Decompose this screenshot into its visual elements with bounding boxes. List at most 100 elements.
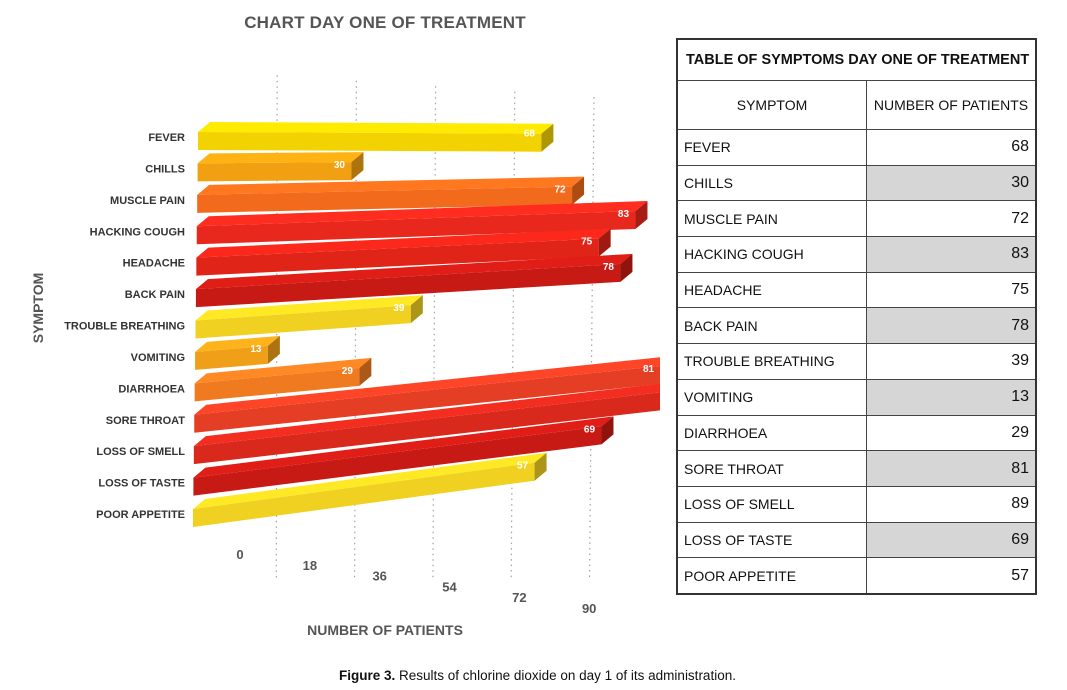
category-label: SORE THROAT [106, 415, 186, 427]
figure-label: Figure 3. [339, 668, 396, 683]
bar [197, 176, 585, 213]
bar-front [193, 462, 535, 527]
bar-top [196, 200, 648, 227]
grid-line [510, 91, 516, 581]
bar [195, 295, 423, 339]
chart-title: CHART DAY ONE OF TREATMENT [244, 13, 526, 32]
symptom-cell: HEADACHE [676, 271, 867, 309]
patient-count-cell: 29 [866, 414, 1037, 452]
symptom-cell: CHILLS [676, 164, 867, 202]
bar-end-cap [635, 200, 648, 229]
category-label: HEADACHE [123, 258, 185, 270]
category-label: BACK PAIN [125, 289, 185, 301]
category-label: POOR APPETITE [96, 509, 185, 521]
patient-count-cell: 83 [866, 236, 1037, 273]
bar-end-cap [534, 452, 547, 481]
patient-count-cell: 75 [866, 271, 1037, 309]
table-row: HEADACHE 75 [676, 271, 1037, 309]
figure-caption: Figure 3. Results of chlorine dioxide on… [0, 668, 1067, 683]
x-tick-labels: 0 18 36 54 72 90 [236, 547, 596, 616]
value-label: 39 [393, 303, 405, 314]
symptom-cell: MUSCLE PAIN [676, 200, 867, 238]
symptom-cell: BACK PAIN [676, 307, 867, 345]
table-row: LOSS OF TASTE 69 [676, 521, 1037, 559]
table-row: MUSCLE PAIN 72 [676, 200, 1037, 238]
patient-count-cell: 89 [866, 485, 1037, 523]
table-title: TABLE OF SYMPTOMS DAY ONE OF TREATMENT [676, 38, 1037, 81]
patient-count-cell: 57 [866, 557, 1037, 595]
patient-count-cell: 68 [866, 129, 1037, 166]
bar-top [196, 228, 611, 258]
symptom-table: TABLE OF SYMPTOMS DAY ONE OF TREATMENT S… [676, 38, 1037, 595]
bar-front [193, 392, 660, 465]
bar [193, 383, 660, 465]
patient-count-cell: 39 [866, 343, 1037, 380]
bar-top [195, 253, 633, 290]
table-row: CHILLS 30 [676, 164, 1037, 202]
category-label: FEVER [148, 132, 185, 144]
bar-front [194, 367, 360, 402]
value-label: 83 [618, 209, 630, 220]
bar-front [195, 263, 621, 308]
bar-top [194, 357, 660, 415]
bars: 68 FEVER 30 CHILLS 72 MUSCLE PAIN 83 HACKING CO… [64, 122, 660, 527]
table-row: SORE THROAT 81 [676, 450, 1037, 487]
x-tick-label: 72 [512, 590, 526, 605]
column-header-number-of-patients: NUMBER OF PATIENTS [866, 80, 1037, 130]
bar-top [198, 122, 554, 134]
bar [198, 122, 554, 152]
bar-front [195, 345, 268, 370]
table-row: POOR APPETITE 57 [676, 557, 1037, 595]
category-label: DIARRHOEA [118, 383, 185, 395]
bar-front [198, 132, 542, 152]
bar [194, 357, 372, 402]
x-axis-title: NUMBER OF PATIENTS [307, 622, 463, 638]
x-tick-label: 54 [442, 579, 457, 594]
bar [196, 200, 648, 245]
table-row: DIARRHOEA 29 [676, 414, 1037, 452]
symptom-cell: FEVER [676, 129, 867, 166]
symptom-cell: POOR APPETITE [676, 557, 867, 595]
column-header-symptom: SYMPTOM [676, 80, 867, 130]
value-label: 30 [334, 160, 346, 171]
bar-end-cap [620, 253, 633, 282]
category-label: HACKING COUGH [90, 226, 185, 238]
bar-top [193, 452, 547, 509]
bar-front [196, 210, 636, 245]
value-label: 29 [342, 366, 354, 377]
figure-caption-text: Results of chlorine dioxide on day 1 of … [395, 668, 736, 683]
value-label: 68 [524, 129, 536, 140]
bar [194, 357, 660, 433]
bar-top [197, 152, 364, 164]
value-label: 72 [555, 185, 567, 196]
bar [195, 253, 633, 308]
value-label: 75 [581, 237, 593, 248]
category-label: LOSS OF SMELL [96, 446, 185, 458]
bar-top [194, 357, 372, 384]
patient-count-cell: 69 [866, 521, 1037, 559]
value-label: 13 [250, 344, 262, 355]
bar-top [197, 176, 585, 195]
x-tick-label: 90 [582, 601, 596, 616]
patient-count-cell: 72 [866, 200, 1037, 238]
x-tick-label: 18 [303, 558, 317, 573]
bar-end-cap [541, 123, 554, 152]
bar-chart: 68 FEVER 30 CHILLS 72 MUSCLE PAIN 83 HACKING CO… [64, 75, 660, 616]
bar [196, 228, 611, 276]
bar-end-cap [598, 228, 611, 257]
bar-top [193, 383, 660, 447]
bar-front [196, 238, 599, 276]
symptom-cell: LOSS OF TASTE [676, 521, 867, 559]
symptom-cell: DIARRHOEA [676, 414, 867, 452]
table-row: HACKING COUGH 83 [676, 236, 1037, 273]
category-label: MUSCLE PAIN [110, 195, 185, 207]
bar-end-cap [359, 357, 372, 386]
value-label: 69 [584, 424, 596, 435]
table-row: TROUBLE BREATHING 39 [676, 343, 1037, 380]
bar-front [193, 426, 602, 496]
value-label: 78 [603, 262, 615, 273]
symptom-cell: TROUBLE BREATHING [676, 343, 867, 380]
bar-end-cap [351, 152, 364, 181]
table-row: FEVER 68 [676, 129, 1037, 166]
value-label: 57 [517, 461, 529, 472]
